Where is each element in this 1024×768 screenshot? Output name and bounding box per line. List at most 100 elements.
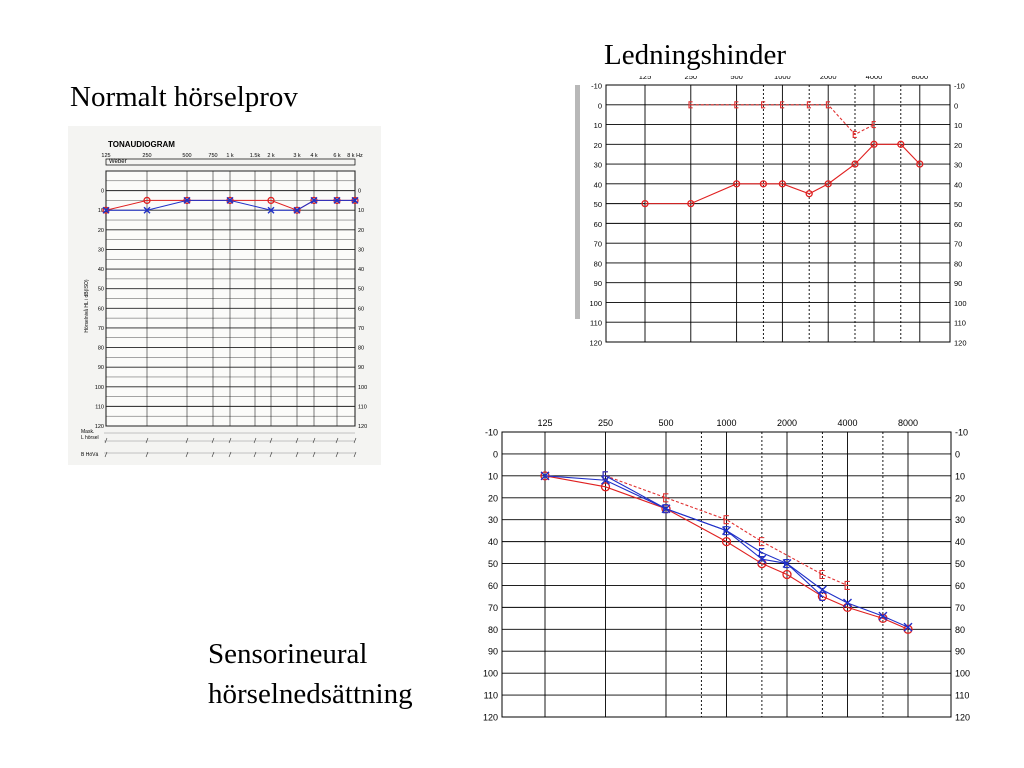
bone-mark <box>269 451 273 458</box>
x-tick-label: 8000 <box>898 418 918 428</box>
bone-mark <box>312 451 316 458</box>
data-point-left <box>333 196 341 204</box>
panel-shadow-bar <box>575 85 580 319</box>
series-line-right-circle <box>544 475 909 630</box>
y-tick-label-left: 120 <box>589 339 602 348</box>
y-tick-label-left: 20 <box>594 141 602 150</box>
data-point-right-bone-bracket <box>871 120 876 129</box>
data-point-left-bone-bracket <box>819 591 825 601</box>
data-point-right-circle <box>870 140 878 148</box>
normal-audiogram-caption: Normalt hörselprov <box>70 81 298 113</box>
data-point-right-circle <box>721 536 732 547</box>
x-tick-label: 2 k <box>267 153 275 159</box>
y-tick-label-right: 80 <box>955 625 965 635</box>
data-point-right-bone-bracket <box>825 101 830 109</box>
y-tick-label-left: -10 <box>485 428 498 438</box>
mask-mark <box>253 437 257 444</box>
series-line-left-bone-bracket <box>605 475 823 597</box>
y-tick-label-left: 60 <box>594 220 602 229</box>
y-tick-label-left: 110 <box>484 691 498 701</box>
x-tick-label: 2000 <box>820 76 837 81</box>
y-tick-label-right: 30 <box>358 247 364 253</box>
y-tick-label-right: 60 <box>955 581 965 591</box>
y-tick-label-right: -10 <box>955 428 968 438</box>
x-tick-label: 1000 <box>774 76 791 81</box>
y-tick-label-right: 10 <box>358 208 364 214</box>
y-tick-label-right: 100 <box>954 299 967 308</box>
bone-mark <box>185 451 189 458</box>
data-point-left-cross <box>540 471 550 481</box>
weber-label: Weber <box>109 159 127 165</box>
y-tick-label-left: 30 <box>594 161 602 170</box>
mask-mark <box>145 437 149 444</box>
y-tick-label-right: 30 <box>955 515 965 525</box>
x-tick-label: 500 <box>182 153 191 159</box>
data-point-right-bone-bracket <box>780 101 785 109</box>
y-tick-label-right: 50 <box>955 559 965 569</box>
mask-mark <box>211 437 215 444</box>
data-point-right-circle <box>641 199 649 208</box>
data-point-right-circle <box>782 569 792 580</box>
y-axis-label: Hörselnivå HL i dB(ISO) <box>83 279 90 332</box>
y-tick-label-left: 80 <box>488 625 498 635</box>
y-tick-label-left: 40 <box>488 537 498 547</box>
y-tick-label-right: 100 <box>358 385 367 391</box>
x-tick-label: 125 <box>639 76 652 81</box>
bone-mark <box>353 451 357 458</box>
data-point-right-circle <box>897 140 905 148</box>
data-point-right-bone-bracket <box>761 101 766 109</box>
y-tick-label-right: 60 <box>954 220 962 229</box>
data-point-right-bone-bracket <box>806 101 811 109</box>
data-point-left <box>351 196 359 204</box>
data-point-right-circle <box>805 190 813 198</box>
x-tick-label: 750 <box>208 153 217 159</box>
y-tick-label-left: 80 <box>594 259 602 268</box>
series-line-right-circle <box>645 143 921 205</box>
data-point-right-bone-bracket <box>723 515 729 525</box>
conductive-audiogram-caption: Ledningshinder <box>604 39 787 71</box>
x-tick-label: 500 <box>658 418 673 428</box>
y-tick-label-left: 110 <box>590 319 602 328</box>
sensorineural-caption-line1: Sensorineural <box>208 638 368 670</box>
y-tick-label-right: 20 <box>955 493 965 503</box>
data-point-left <box>226 196 234 204</box>
y-tick-label-left: 40 <box>594 180 602 189</box>
data-point-right <box>143 196 151 205</box>
data-point-right-bone-bracket <box>844 580 850 591</box>
y-tick-label-left: 90 <box>488 647 498 657</box>
normal-audiogram-chart: TONAUDIOGRAM Weber Hörselnivå HL i dB(IS… <box>81 140 367 458</box>
y-tick-label-right: 10 <box>955 471 965 481</box>
bone-mark <box>253 451 257 458</box>
y-tick-label-right: 70 <box>954 240 962 249</box>
mask-mark <box>335 437 339 444</box>
normal-audiogram-panel: TONAUDIOGRAM Weber Hörselnivå HL i dB(IS… <box>68 126 381 465</box>
x-tick-label: 250 <box>142 153 151 159</box>
sensorineural-audiogram-chart: -10 -10 0 0 10 10 20 20 30 30 40 40 50 50 60 60 70 70 80 80… <box>483 418 970 723</box>
y-tick-label-left: 70 <box>98 326 104 332</box>
sensorineural-caption-line2: hörselnedsättning <box>208 678 413 710</box>
x-tick-label: 4 k <box>310 153 318 159</box>
y-tick-label-left: 0 <box>493 449 498 459</box>
y-tick-label-right: 100 <box>955 669 970 679</box>
y-tick-label-right: 110 <box>358 404 367 410</box>
mask-mark <box>353 437 357 444</box>
data-point-right-bone-bracket <box>819 569 825 580</box>
y-tick-label-left: 50 <box>488 559 498 569</box>
bone-mark <box>211 451 215 458</box>
y-tick-label-right: 30 <box>954 161 962 170</box>
y-tick-label-right: 50 <box>358 287 364 293</box>
y-tick-label-right: 0 <box>954 101 958 110</box>
y-tick-label-right: 110 <box>955 691 969 701</box>
y-tick-label-left: 10 <box>488 471 498 481</box>
y-tick-label-right: 0 <box>955 449 960 459</box>
mask-mark <box>269 437 273 444</box>
y-tick-label-left: 100 <box>589 299 602 308</box>
data-point-right-bone-bracket <box>688 101 693 109</box>
y-tick-label-left: 100 <box>483 669 498 679</box>
y-tick-label-left: 30 <box>488 515 498 525</box>
data-point-right <box>267 196 275 205</box>
y-tick-label-left: 10 <box>98 208 104 214</box>
y-tick-label-left: 90 <box>594 279 602 288</box>
y-tick-label-right: 20 <box>954 141 962 150</box>
y-tick-label-right: -10 <box>954 82 965 91</box>
